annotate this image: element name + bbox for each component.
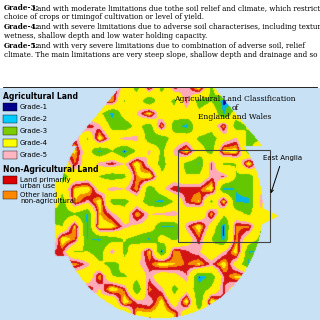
Text: Grade-1: Grade-1: [20, 104, 48, 110]
Text: Land with very severe limitations due to combination of adverse soil, relief: Land with very severe limitations due to…: [30, 42, 305, 50]
Text: Grade-5:: Grade-5:: [4, 42, 39, 50]
Text: East Anglia: East Anglia: [263, 155, 302, 192]
Text: Other land: Other land: [20, 192, 57, 198]
Text: Grade-3:: Grade-3:: [4, 4, 39, 12]
Text: Agricultural Land Classification
of
England and Wales: Agricultural Land Classification of Engl…: [174, 95, 296, 121]
Text: Non-Agricultural Land: Non-Agricultural Land: [3, 165, 99, 174]
Bar: [3, 115, 17, 123]
Text: Grade-3: Grade-3: [20, 128, 48, 134]
Text: Grade-5: Grade-5: [20, 152, 48, 158]
Text: wetness, shallow depth and low water holding capacity.: wetness, shallow depth and low water hol…: [4, 32, 207, 40]
Text: choice of crops or timingof cultivation or level of yield.: choice of crops or timingof cultivation …: [4, 13, 204, 21]
Text: Land with severe limitations due to adverse soil characterises, including textur: Land with severe limitations due to adve…: [30, 23, 320, 31]
Text: climate. The main limitations are very steep slope, shallow depth and drainage a: climate. The main limitations are very s…: [4, 51, 320, 59]
Text: Land primarily: Land primarily: [20, 177, 70, 183]
Bar: [3, 103, 17, 111]
Bar: [178, 150, 270, 242]
Bar: [3, 127, 17, 135]
Text: Grade-2: Grade-2: [20, 116, 48, 122]
Text: Grade-4:: Grade-4:: [4, 23, 39, 31]
Text: Grade-4: Grade-4: [20, 140, 48, 146]
Bar: [3, 191, 17, 199]
Text: Agricultural Land: Agricultural Land: [3, 92, 78, 101]
Text: urban use: urban use: [20, 183, 55, 189]
Bar: [3, 151, 17, 159]
Text: non-agricultural: non-agricultural: [20, 198, 76, 204]
Bar: [3, 139, 17, 147]
Bar: [3, 176, 17, 184]
Text: Land with moderate limitations due tothe soil relief and climate, which restrict: Land with moderate limitations due tothe…: [30, 4, 320, 12]
